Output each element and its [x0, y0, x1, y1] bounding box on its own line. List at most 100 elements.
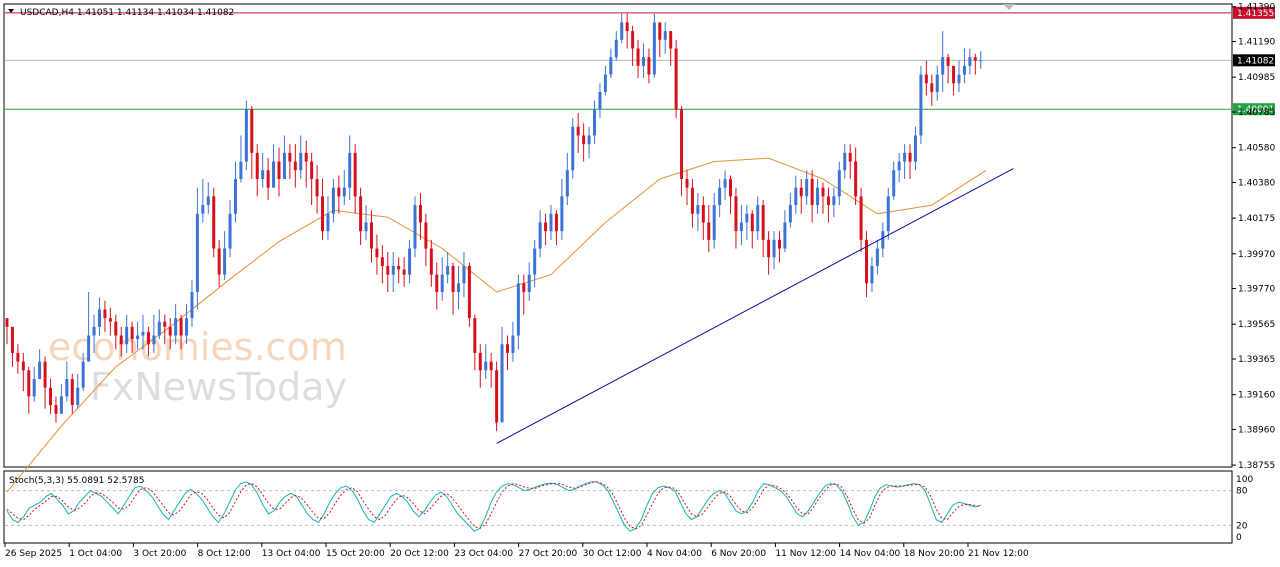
candle-body — [27, 370, 31, 397]
time-tick-label: 6 Nov 20:00 — [711, 549, 766, 559]
candle-body — [897, 161, 901, 171]
time-tick-label: 26 Sep 2025 — [5, 549, 62, 559]
candle-body — [593, 109, 597, 136]
stochastic-lines: 100 80 20 0 — [5, 475, 1253, 543]
horizontal-levels: 1.41355 1.41082 1.40801 — [5, 6, 1275, 116]
candle-body — [266, 170, 270, 188]
candle-body — [729, 178, 733, 197]
candle-body — [239, 161, 243, 179]
candle-body — [157, 321, 161, 336]
candle-body — [397, 265, 401, 270]
candle-body — [337, 187, 341, 197]
candle-body — [799, 187, 803, 197]
candle-body — [941, 57, 945, 75]
candle-body — [505, 344, 509, 353]
candle-body — [484, 361, 488, 371]
candle-body — [315, 178, 319, 197]
candle-body — [478, 352, 482, 371]
candle-body — [674, 48, 678, 110]
stoch-main-line — [6, 481, 981, 532]
time-tick-label: 11 Nov 12:00 — [775, 549, 836, 559]
candle-body — [168, 326, 172, 336]
price-tick-label: 1.40785 — [1238, 108, 1275, 118]
time-tick-label: 13 Oct 04:00 — [262, 549, 321, 559]
time-tick-label: 15 Oct 20:00 — [326, 549, 385, 559]
candle-body — [32, 379, 36, 397]
candle-body — [625, 22, 629, 32]
candle-body — [826, 196, 830, 206]
price-tick-label: 1.40175 — [1238, 214, 1275, 224]
candle-body — [321, 196, 325, 232]
candle-body — [767, 239, 771, 258]
level-tag — [1233, 6, 1275, 19]
stochastic-panel — [3, 470, 1233, 544]
candle-body — [614, 39, 618, 58]
candle-body — [185, 318, 189, 336]
candle-body — [495, 370, 499, 423]
candle-body — [277, 161, 281, 179]
candle-body — [571, 126, 575, 171]
candle-body — [750, 213, 754, 232]
candle-body — [163, 321, 167, 327]
collapse-triangle-icon[interactable] — [8, 9, 14, 13]
candle-body — [930, 83, 934, 92]
time-tick-label: 3 Oct 20:00 — [133, 549, 186, 559]
candle-body — [565, 170, 569, 197]
candle-body — [739, 222, 743, 232]
candle-body — [451, 265, 455, 293]
scroll-marker-icon[interactable] — [1003, 4, 1015, 10]
candle-body — [391, 265, 395, 275]
time-tick-label: 23 Oct 04:00 — [454, 549, 513, 559]
price-tick-label: 1.38960 — [1238, 425, 1275, 435]
price-axis: 1.41390 1.41190 1.40985 1.40785 1.40580 1.403… — [1232, 3, 1275, 471]
time-tick-label: 8 Oct 12:00 — [198, 549, 251, 559]
stoch-scale-label: 80 — [1236, 487, 1248, 497]
candle-body — [968, 57, 972, 66]
candle-body — [745, 213, 749, 223]
watermark: economies.com FxNewsToday — [48, 325, 347, 409]
price-tick-label: 1.39365 — [1238, 355, 1275, 365]
candle-body — [282, 152, 286, 179]
candle-body — [59, 396, 63, 414]
candle-body — [435, 274, 439, 293]
candle-body — [881, 231, 885, 249]
level-tag-label: 1.41355 — [1237, 9, 1274, 19]
candle-body — [92, 326, 96, 336]
candle-body — [533, 248, 537, 275]
candle-body — [380, 257, 384, 266]
candle-body — [146, 332, 150, 345]
candle-body — [935, 74, 939, 92]
candle-body — [761, 205, 765, 240]
candle-body — [195, 213, 199, 293]
candle-body — [924, 74, 928, 84]
candle-body — [549, 213, 553, 232]
candle-body — [217, 248, 221, 275]
time-tick-label: 20 Oct 12:00 — [390, 549, 449, 559]
trend-line[interactable] — [496, 168, 1014, 444]
level-tag — [1233, 54, 1275, 67]
candles — [5, 13, 983, 432]
candle-body — [522, 283, 526, 293]
symbol-header: USDCAD,H4 1.41051 1.41134 1.41034 1.4108… — [20, 8, 234, 18]
candle-body — [223, 248, 227, 275]
candle-body — [783, 222, 787, 249]
candle-body — [38, 361, 42, 380]
candle-body — [516, 283, 520, 336]
candle-body — [582, 135, 586, 145]
time-tick-label: 18 Nov 20:00 — [904, 549, 965, 559]
candle-body — [712, 205, 716, 240]
candle-body — [174, 318, 178, 336]
candle-body — [467, 265, 471, 319]
candle-body — [843, 152, 847, 171]
trendline — [496, 168, 1014, 444]
candle-body — [261, 170, 265, 179]
candle-body — [446, 265, 450, 275]
candle-body — [152, 335, 156, 345]
candle-body — [10, 326, 14, 353]
candle-body — [49, 387, 53, 406]
candle-body — [5, 318, 9, 327]
candle-body — [658, 22, 662, 40]
candle-body — [837, 170, 841, 197]
stoch-scale-label: 0 — [1236, 533, 1242, 543]
